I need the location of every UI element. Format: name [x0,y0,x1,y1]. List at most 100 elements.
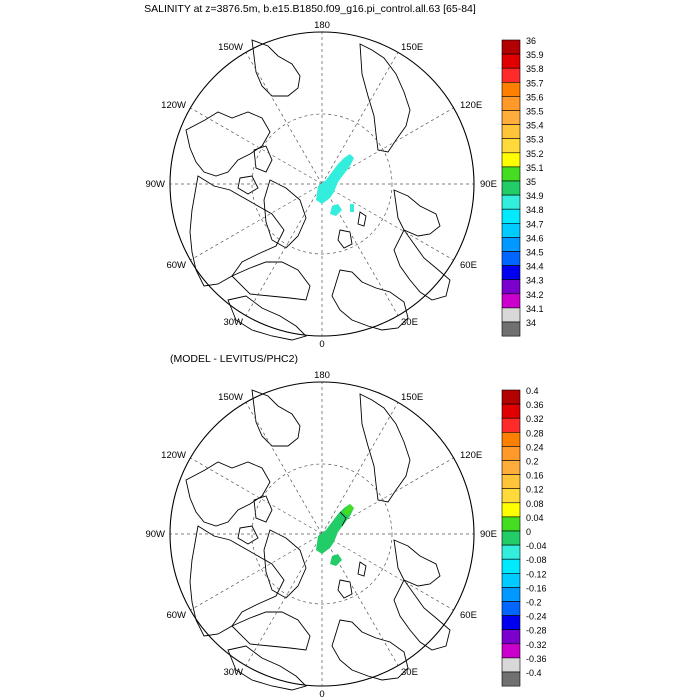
bottom-map [169,381,475,691]
top-colorbar-label: 35.7 [526,78,544,88]
bottom-colorbar-labels: 0.4 0.36 0.32 0.28 0.24 0.2 0.16 0.12 0.… [526,386,547,678]
top-colorbar-box [501,67,521,83]
bottom-coastlines [185,389,451,691]
bottom-lon-label: 180 [314,370,330,381]
bottom-colorbar-label: -0.04 [526,541,547,551]
bottom-colorbar-label: -0.2 [526,598,542,608]
bottom-colorbar-box [501,657,521,673]
top-colorbar-label: 34.4 [526,262,544,272]
top-colorbar-box [501,194,521,210]
bottom-colorbar-box [501,643,521,659]
top-colorbar-label: 34.6 [526,233,544,243]
bottom-colorbar-box [501,446,521,461]
bottom-colorbar-label: 0.2 [526,457,539,467]
bottom-lon-label: 90E [480,529,497,540]
bottom-colorbar-boxes [501,389,521,687]
bottom-colorbar-box [501,488,521,504]
bottom-colorbar-box [501,417,521,433]
top-colorbar-label: 35.2 [526,149,544,159]
bottom-colorbar-label: 0.12 [526,485,544,495]
top-colorbar-label: 34.1 [526,304,544,314]
top-colorbar-box [501,237,521,252]
bottom-title: (MODEL - LEVITUS/PHC2) [170,353,298,365]
bottom-colorbar-label: 0 [526,527,531,537]
top-colorbar-label: 36 [526,36,536,46]
bottom-ridge-highlight [342,504,354,516]
top-colorbar-label: 34.9 [526,191,544,201]
top-lon-label: 30E [401,317,418,328]
bottom-lon-label: 30W [223,667,243,678]
top-colorbar-box [501,124,521,139]
top-colorbar-box [501,307,521,323]
bottom-lon-label: 120E [460,450,482,461]
bottom-colorbar-label: 0.08 [526,499,544,509]
top-lon-label: 120W [161,100,186,111]
top-colorbar-label: 35.6 [526,92,544,102]
top-shaded-region [316,154,354,216]
bottom-lon-label: 60E [460,610,477,621]
bottom-colorbar-label: -0.28 [526,626,547,636]
bottom-colorbar-label: 0.24 [526,442,544,452]
bottom-colorbar-box [501,403,521,419]
bottom-lon-label: 150E [401,392,423,403]
top-colorbar-label: 34 [526,318,536,328]
bottom-colorbar-label: -0.24 [526,612,547,622]
bottom-colorbar-label: 0.16 [526,471,544,481]
top-ridge-shading [316,154,354,204]
bottom-colorbar-box [501,671,521,687]
bottom-colorbar-box [501,601,521,616]
top-small-shading-2 [350,204,354,212]
top-colorbar-box [501,265,521,281]
bottom-colorbar-box [501,389,521,405]
bottom-lon-labels: 180 150E 120E 90E 60E 30E 0 30W 60W 90W … [145,370,496,700]
bottom-colorbar: 0.4 0.36 0.32 0.28 0.24 0.2 0.16 0.12 0.… [501,386,547,687]
bottom-colorbar-box [501,587,521,602]
bottom-colorbar-box [501,530,521,546]
top-lon-label: 90W [145,179,165,190]
top-lon-label: 60W [166,260,186,271]
bottom-colorbar-label: 0.04 [526,513,544,523]
top-colorbar-box [501,110,521,125]
top-colorbar-box [501,321,521,337]
top-lon-labels: 180 150E 120E 90E 60E 30E 0 30W 60W 90W … [145,20,496,350]
top-lon-label: 180 [314,20,330,31]
top-colorbar-box [501,96,521,111]
bottom-lon-label: 120W [161,450,186,461]
bottom-colorbar-box [501,474,521,490]
top-lon-label: 90E [480,179,497,190]
bottom-colorbar-box [501,558,521,574]
top-colorbar-box [501,53,521,69]
bottom-colorbar-box [501,460,521,475]
top-colorbar-box [501,180,521,196]
top-colorbar-box [501,208,521,224]
bottom-contour-line [339,511,347,527]
bottom-colorbar-label: 0.32 [526,414,544,424]
top-colorbar-box [501,138,521,154]
top-colorbar-box [501,166,521,182]
top-panel: SALINITY at z=3876.5m, b.e15.B1850.f09_g… [144,3,543,350]
top-lon-label: 30W [223,317,243,328]
top-colorbar-label: 34.3 [526,276,544,286]
top-colorbar-label: 35.5 [526,107,544,117]
top-colorbar-box [501,82,521,97]
top-title: SALINITY at z=3876.5m, b.e15.B1850.f09_g… [144,3,476,15]
top-colorbar-box [501,293,521,309]
bottom-colorbar-box [501,572,521,588]
top-colorbar-box [501,152,521,168]
top-colorbar-box [501,223,521,238]
bottom-small-shading [330,554,342,566]
bottom-lon-label: 0 [319,689,324,700]
top-colorbar-label: 34.7 [526,219,544,229]
bottom-lon-label: 60W [166,610,186,621]
top-colorbar-label: 35.1 [526,163,544,173]
top-colorbar-label: 35.4 [526,121,544,131]
bottom-colorbar-box [501,629,521,645]
bottom-colorbar-label: -0.32 [526,640,547,650]
top-colorbar-label: 34.5 [526,248,544,258]
bottom-colorbar-label: -0.16 [526,583,547,593]
top-colorbar-label: 34.8 [526,205,544,215]
bottom-colorbar-label: 0.28 [526,428,544,438]
bottom-colorbar-box [501,502,521,518]
bottom-map-boundary [169,381,475,687]
